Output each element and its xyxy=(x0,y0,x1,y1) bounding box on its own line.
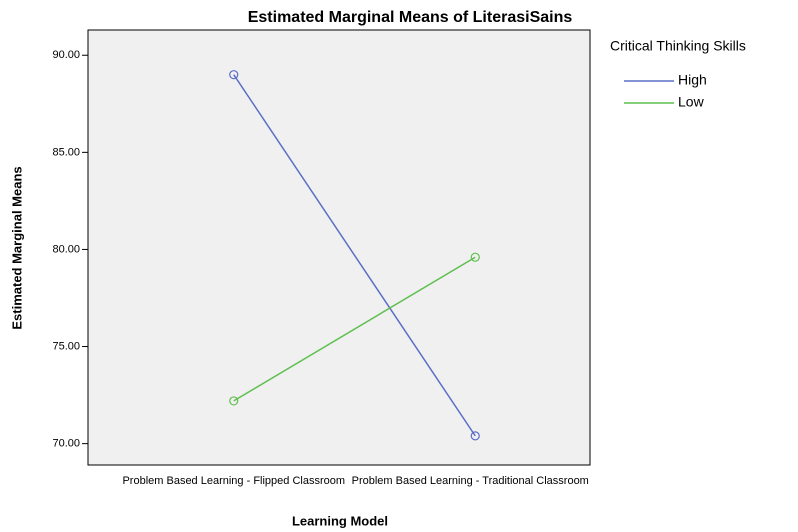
legend-title: Critical Thinking Skills xyxy=(610,38,746,54)
plot-area xyxy=(87,29,591,466)
legend-label: High xyxy=(678,72,707,88)
point-marker xyxy=(470,431,480,441)
chart-title: Estimated Marginal Means of LiterasiSain… xyxy=(248,9,573,26)
series-line xyxy=(233,74,476,437)
y-tick-label: 90.00 xyxy=(52,49,80,61)
series-line xyxy=(233,256,476,402)
y-tick-label: 75.00 xyxy=(52,340,80,352)
point-marker xyxy=(470,252,480,262)
y-tick-label: 85.00 xyxy=(52,146,80,158)
y-tick-label: 70.00 xyxy=(52,438,80,450)
x-axis-label: Learning Model xyxy=(292,513,388,528)
point-marker xyxy=(229,70,239,80)
x-tick-label: Problem Based Learning - Traditional Cla… xyxy=(351,475,589,487)
legend-label: Low xyxy=(678,94,705,110)
y-tick-label: 80.00 xyxy=(52,243,80,255)
y-axis-label: Estimated Marginal Means xyxy=(9,166,24,329)
x-tick-label: Problem Based Learning - Flipped Classro… xyxy=(122,475,346,487)
point-marker xyxy=(229,396,239,406)
